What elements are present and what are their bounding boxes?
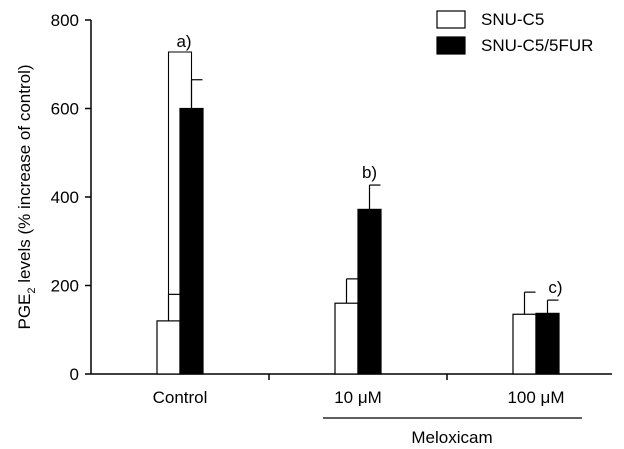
y-ticks: 0 200 400 600 800 — [51, 11, 91, 384]
legend-label-snu-c5: SNU-C5 — [481, 10, 544, 29]
x-tick-label-1: 10 μM — [334, 388, 382, 407]
bar-series0-cat0 — [156, 320, 181, 375]
bar-series0-cat2 — [512, 313, 537, 375]
bar-series0-cat1 — [334, 302, 359, 375]
group-bracket: Meloxicam — [323, 417, 582, 447]
y-tick-label-0: 0 — [70, 365, 79, 384]
y-tick-label-4: 800 — [51, 11, 79, 30]
bar-series1-cat1 — [357, 208, 382, 375]
group-label: Meloxicam — [411, 428, 492, 447]
y-tick-label-1: 200 — [51, 277, 79, 296]
x-tick-label-0: Control — [153, 388, 208, 407]
annotation-a: a) — [176, 32, 191, 51]
y-tick-label-2: 400 — [51, 188, 79, 207]
bars — [156, 107, 560, 375]
legend-label-snu-c5-5fur: SNU-C5/5FUR — [481, 36, 593, 55]
x-ticks: Control 10 μM 100 μM — [153, 374, 565, 407]
legend: SNU-C5 SNU-C5/5FUR — [436, 10, 593, 55]
significance-bracket-a — [167, 51, 193, 295]
annotation-c: c) — [548, 278, 562, 297]
legend-swatch-snu-c5 — [436, 10, 466, 29]
bar-series1-cat0 — [179, 107, 204, 375]
x-tick-label-2: 100 μM — [507, 388, 564, 407]
bar-series1-cat2 — [535, 312, 560, 375]
legend-swatch-snu-c5-5fur — [436, 36, 466, 55]
annotation-b: b) — [362, 163, 377, 182]
y-axis-label: PGE2 levels (% increase of control) — [15, 64, 38, 329]
annotations: a) b) c) — [167, 32, 563, 297]
y-tick-label-3: 600 — [51, 100, 79, 119]
y-axis-label-subscript: 2 — [26, 287, 38, 293]
